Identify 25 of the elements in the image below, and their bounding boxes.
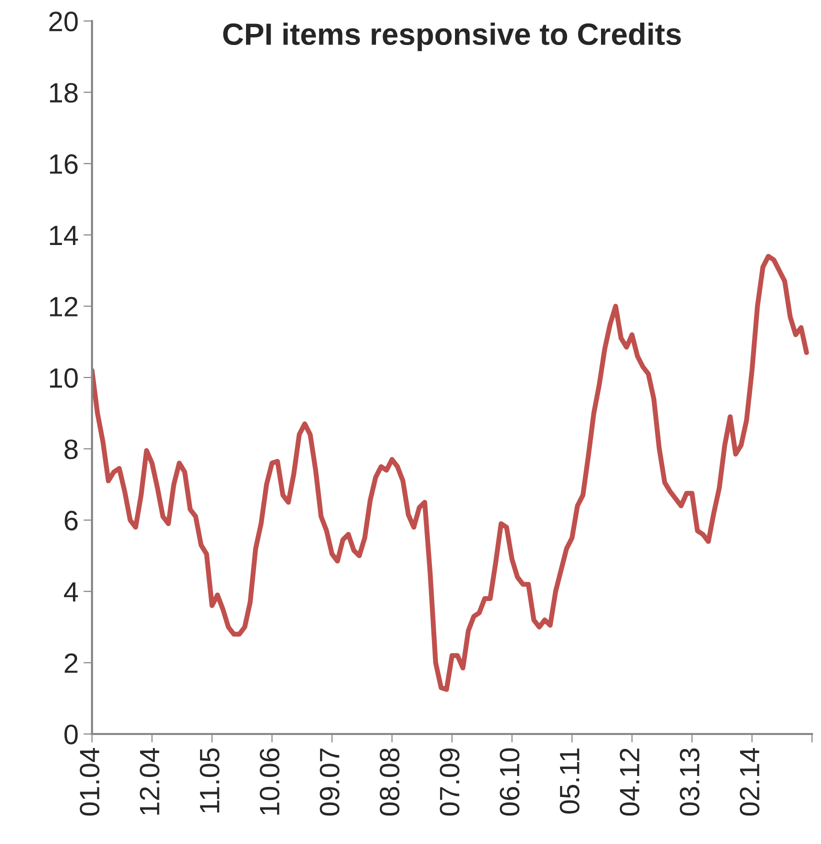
x-tick-label: 10.06 [260, 748, 280, 815]
x-tick-label: 02.14 [740, 748, 760, 816]
y-tick-label: 14 [50, 226, 78, 245]
y-tick-label: 18 [50, 82, 78, 103]
y-tick-label: 0 [64, 724, 78, 744]
y-tick-label: 20 [49, 12, 78, 32]
y-tick-label: 2 [64, 653, 78, 673]
y-tick-label: 10 [50, 368, 78, 388]
chart-title: CPI items responsive to Credits [223, 22, 681, 52]
y-tick-label: 12 [50, 296, 78, 316]
y-tick-label: 6 [64, 510, 78, 530]
x-tick-label: 11.05 [200, 748, 220, 813]
x-tick-label: 01.04 [80, 748, 100, 816]
y-tick-label: 4 [64, 582, 78, 602]
x-tick-label: 04.12 [620, 748, 640, 816]
x-tick-label: 08.08 [380, 748, 400, 816]
line-series [92, 254, 809, 692]
x-tick-label: 03.13 [680, 748, 700, 816]
x-tick-label: 09.07 [320, 748, 340, 816]
x-tick-label: 07.09 [440, 748, 460, 816]
x-tick-label: 06.10 [500, 748, 520, 816]
x-tick-label: 12.04 [140, 748, 160, 815]
y-tick-label: 8 [64, 439, 78, 460]
y-tick-label: 16 [50, 154, 78, 174]
x-tick-label: 05.11 [560, 748, 580, 814]
